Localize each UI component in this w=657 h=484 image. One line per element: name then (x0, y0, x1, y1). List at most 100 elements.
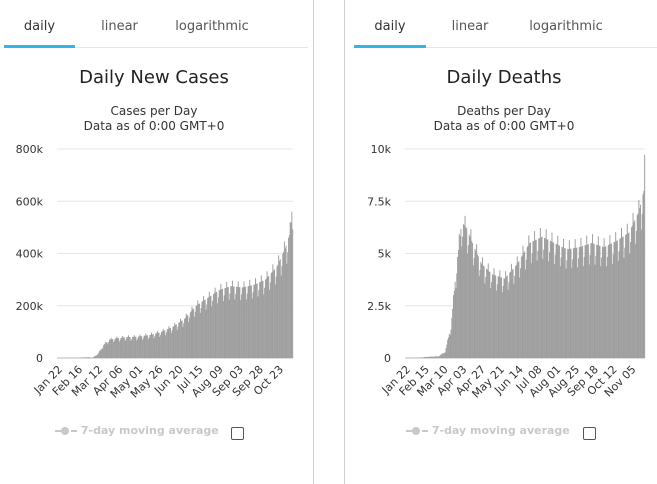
bar (234, 299, 236, 358)
bar (570, 248, 572, 358)
y-tick-label: 7.5k (367, 195, 391, 208)
y-tick-label: 800k (16, 143, 44, 156)
bar (504, 278, 506, 358)
bar (436, 356, 438, 358)
bar (480, 262, 482, 358)
bar (171, 330, 173, 358)
bar (200, 307, 202, 358)
bar (478, 276, 480, 358)
bar (145, 333, 147, 358)
bar (610, 243, 612, 358)
bar (602, 246, 604, 358)
bar (99, 350, 101, 358)
bar (260, 275, 262, 358)
bar (282, 253, 284, 358)
bar (139, 334, 141, 358)
bar (248, 285, 250, 358)
tab-logarithmic[interactable]: logarithmic (529, 19, 603, 34)
bar (213, 293, 215, 358)
bar (560, 257, 562, 358)
tab-logarithmic[interactable]: logarithmic (175, 19, 249, 34)
bar (254, 284, 256, 358)
y-tick-label: 10k (371, 143, 392, 156)
bar (474, 248, 476, 358)
bar (453, 290, 455, 358)
bar (255, 283, 257, 358)
tab-linear[interactable]: linear (101, 19, 138, 34)
bar (445, 348, 447, 358)
bar (223, 295, 225, 358)
bar (605, 246, 607, 358)
bar (229, 293, 231, 358)
moving-average-checkbox[interactable] (231, 427, 244, 440)
bar (141, 339, 143, 358)
bar (437, 356, 439, 358)
bar (201, 301, 203, 358)
bar (452, 308, 454, 358)
bar (235, 293, 237, 358)
bar (473, 257, 475, 358)
bar (168, 326, 170, 358)
bar (439, 355, 441, 358)
bar (154, 336, 156, 358)
bar (212, 293, 214, 358)
tab-daily[interactable]: daily (354, 12, 426, 48)
bar (471, 240, 473, 358)
bar (146, 335, 148, 358)
bar (424, 356, 426, 358)
bar (207, 297, 209, 358)
bar (262, 280, 264, 358)
chart-subtitle: Cases per Day (110, 104, 198, 118)
bar (199, 312, 201, 358)
bar (541, 236, 543, 358)
bar (440, 354, 442, 358)
tab-bar: daily linear logarithmic (4, 12, 308, 48)
moving-average-checkbox[interactable] (583, 427, 596, 440)
bar (635, 243, 637, 358)
bar (572, 259, 574, 358)
bar (561, 246, 563, 358)
bar (582, 246, 584, 358)
tab-linear[interactable]: linear (451, 19, 489, 34)
moving-average-legend[interactable]: 7-day moving average (55, 424, 219, 437)
bar (81, 357, 83, 358)
tab-daily[interactable]: daily (4, 12, 75, 48)
bar (491, 282, 493, 358)
bar (438, 356, 440, 358)
moving-average-legend[interactable]: 7-day moving average (406, 424, 570, 437)
bar (170, 332, 172, 358)
chart-panel-cases: daily linear logarithmic Daily New Cases… (0, 0, 308, 484)
bar (470, 229, 472, 358)
bar (552, 242, 554, 358)
bar (574, 239, 576, 358)
bar (554, 254, 556, 358)
bar (499, 270, 501, 358)
bar (535, 239, 537, 358)
bar (250, 285, 252, 358)
bar (523, 252, 525, 358)
bar (165, 332, 167, 358)
bar (123, 337, 125, 358)
bar (108, 339, 110, 358)
bar (230, 286, 232, 358)
bar (253, 284, 255, 358)
bar (93, 356, 95, 358)
bar (525, 259, 527, 358)
bar (137, 336, 139, 358)
bar (187, 315, 189, 358)
bar (448, 333, 450, 358)
bar (466, 228, 468, 358)
bar (155, 333, 157, 358)
bar (180, 321, 182, 358)
bar (644, 154, 646, 358)
bar (642, 194, 644, 358)
bar (227, 286, 229, 358)
bar (462, 224, 464, 358)
divider (313, 0, 314, 484)
bar (218, 290, 220, 358)
bar (159, 336, 161, 358)
bar (150, 334, 152, 358)
bar (175, 324, 177, 358)
bar (288, 237, 290, 358)
bar (438, 355, 440, 358)
